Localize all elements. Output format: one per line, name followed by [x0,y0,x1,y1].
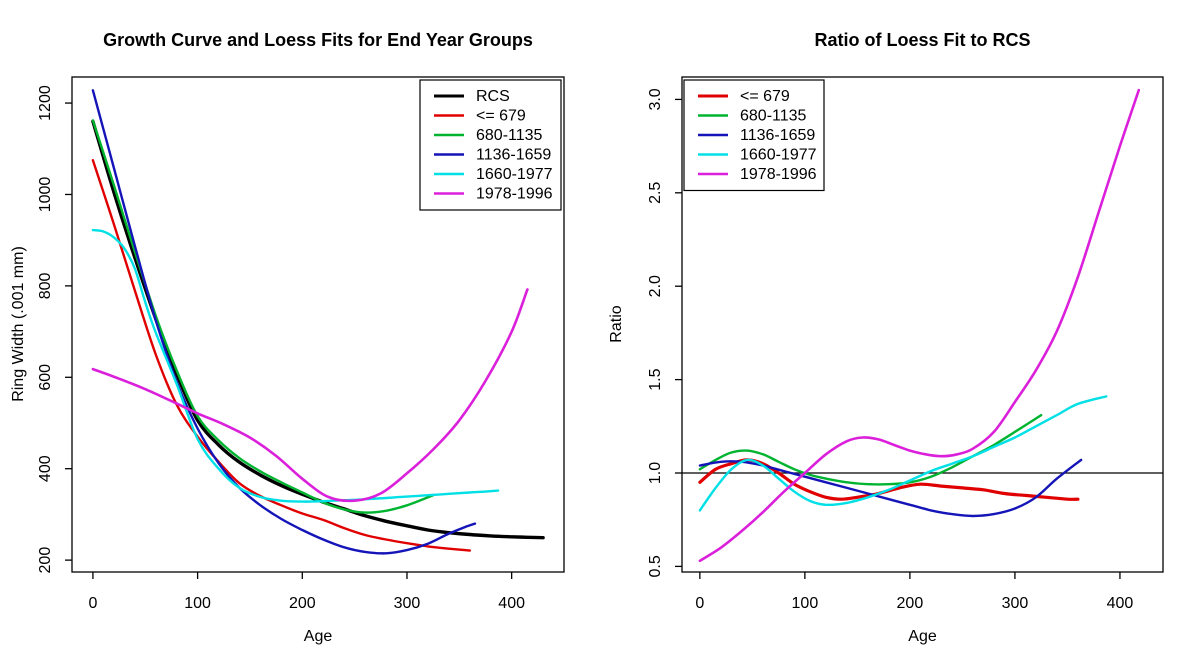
legend-label-1136-1659: 1136-1659 [740,127,815,144]
growth-curve-plot: 0 100 200 300 400 200 400 600 800 1000 1200 RCS <= 6… [37,76,565,612]
legend-label-1136-1659: 1136-1659 [476,147,551,164]
x-tick-label: 200 [897,595,924,612]
x-tick-label: 0 [695,595,704,612]
legend-label-le-679: <= 679 [476,108,526,125]
legend-label-1660-1977: 1660-1977 [740,147,817,164]
left-x-axis-label: Age [303,628,333,645]
x-tick-label: 300 [394,595,421,612]
series-line-1978-1996 [698,88,1141,563]
ratio-plot: 0 100 200 300 400 0.5 1.0 1.5 2.0 2.5 3.0 <= 679 680… [647,76,1164,612]
left-chart-title: Growth Curve and Loess Fits for End Year… [103,30,533,50]
x-tick-label: 100 [792,595,819,612]
x-tick-label: 0 [88,595,97,612]
legend-label-le-679: <= 679 [740,88,790,105]
y-tick-label: 1.5 [647,368,664,390]
legend-label-1978-1996: 1978-1996 [476,186,553,203]
growth-curve-panel: Growth Curve and Loess Fits for End Year… [10,30,565,645]
y-tick-label: 400 [37,455,54,482]
series-line-1660-1977 [698,395,1108,512]
x-tick-label: 300 [1002,595,1029,612]
legend-label-1660-1977: 1660-1977 [476,166,553,183]
ratio-panel: Ratio of Loess Fit to RCS Ratio Age 0 100… [602,0,1204,671]
y-tick-label: 600 [37,364,54,391]
x-tick-label: 100 [184,595,211,612]
x-tick-label: 400 [498,595,525,612]
y-tick-label: 3.0 [647,88,664,110]
y-tick-label: 1200 [37,85,54,121]
y-tick-label: 1.0 [647,462,664,484]
series-line-le-679 [698,458,1080,501]
y-tick-label: 2.0 [647,275,664,297]
y-tick-label: 200 [37,547,54,574]
x-tick-label: 400 [1107,595,1134,612]
right-chart-title: Ratio of Loess Fit to RCS [814,30,1031,50]
series-line-1136-1659 [91,89,477,555]
plot-box [71,76,565,573]
legend-label-1978-1996: 1978-1996 [740,166,817,183]
y-tick-label: 0.5 [647,555,664,577]
legend-label-rcs: RCS [476,88,510,105]
legend-label-680-1135: 680-1135 [740,108,807,125]
y-tick-label: 1000 [37,177,54,213]
y-tick-label: 800 [37,272,54,299]
legend-box [419,79,562,211]
right-x-axis-label: Age [908,628,937,645]
series-line-1978-1996 [91,288,529,503]
legend-label-680-1135: 680-1135 [476,127,543,144]
series-line-le-679 [91,159,471,552]
y-tick-label: 2.5 [647,182,664,204]
x-tick-label: 200 [289,595,316,612]
series-line-1660-1977 [91,228,500,503]
plot-box [681,76,1164,573]
